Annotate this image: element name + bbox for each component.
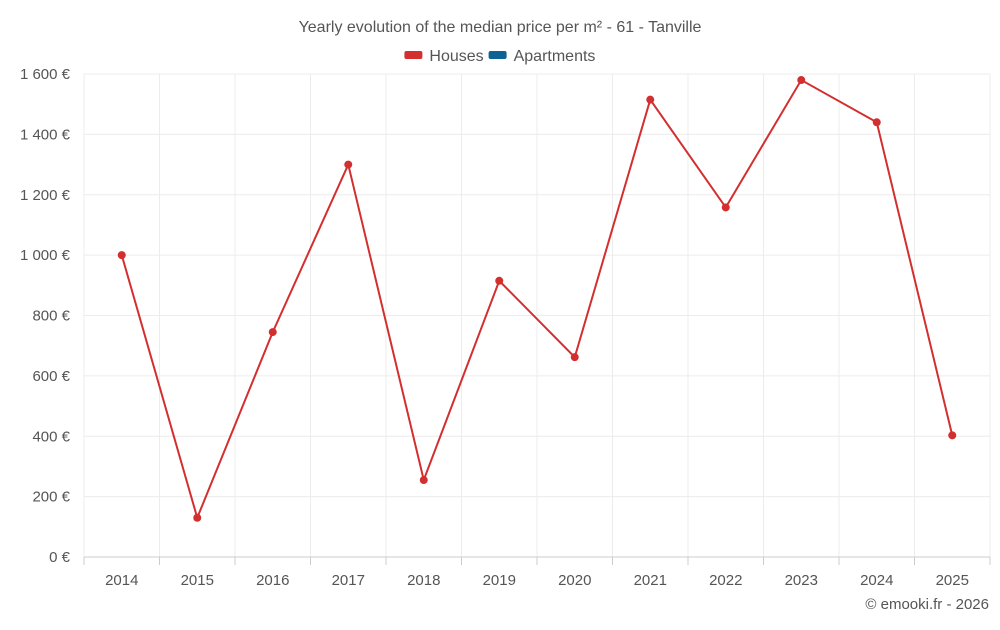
series-layer	[117, 76, 957, 522]
x-tick-label: 2025	[936, 572, 969, 589]
legend-swatch-apartments	[488, 51, 507, 59]
x-tick-label: 2016	[256, 572, 289, 589]
chart-title: Yearly evolution of the median price per…	[299, 19, 702, 36]
x-tick-label: 2015	[181, 572, 214, 589]
data-point-houses-2016[interactable]	[268, 328, 277, 337]
data-point-houses-2018[interactable]	[419, 476, 428, 485]
data-point-houses-2021[interactable]	[646, 95, 655, 104]
legend-swatch-houses	[404, 51, 423, 59]
credit-text: © emooki.fr - 2026	[865, 596, 989, 613]
data-point-houses-2015[interactable]	[193, 513, 202, 522]
data-point-houses-2023[interactable]	[797, 76, 806, 85]
legend[interactable]: Houses Apartments	[404, 48, 595, 65]
y-tick-label: 400 €	[32, 428, 70, 445]
legend-label-houses: Houses	[429, 48, 483, 65]
series-line-houses	[120, 78, 954, 521]
data-point-houses-2020[interactable]	[570, 353, 579, 362]
legend-label-apartments: Apartments	[514, 48, 596, 65]
data-point-houses-2025[interactable]	[948, 431, 957, 440]
x-tick-label: 2018	[407, 572, 440, 589]
y-tick-label: 1 400 €	[20, 126, 71, 143]
legend-item-houses[interactable]: Houses	[404, 48, 484, 65]
y-tick-label: 800 €	[32, 308, 70, 325]
y-tick-label: 1 200 €	[20, 187, 71, 204]
x-tick-label: 2014	[105, 572, 138, 589]
data-point-houses-2014[interactable]	[117, 251, 126, 260]
grid	[83, 73, 991, 557]
x-tick-label: 2021	[634, 572, 667, 589]
y-tick-label: 0 €	[49, 549, 71, 566]
x-tick-label: 2022	[709, 572, 742, 589]
x-tick-label: 2019	[483, 572, 516, 589]
data-point-houses-2019[interactable]	[495, 276, 504, 285]
y-tick-label: 600 €	[32, 368, 70, 385]
legend-item-apartments[interactable]: Apartments	[488, 48, 596, 65]
data-point-houses-2017[interactable]	[344, 160, 353, 169]
x-tick-label: 2023	[785, 572, 818, 589]
y-tick-label: 200 €	[32, 489, 70, 506]
data-point-houses-2024[interactable]	[872, 118, 881, 127]
y-tick-label: 1 600 €	[20, 66, 71, 83]
data-point-houses-2022[interactable]	[721, 203, 730, 212]
x-tick-label: 2024	[860, 572, 893, 589]
axes: 0 € 200 € 400 € 600 € 800 € 1 000 € 1 200 € 1 4…	[20, 66, 991, 589]
x-tick-label: 2020	[558, 572, 591, 589]
y-tick-label: 1 000 €	[20, 247, 71, 264]
x-tick-label: 2017	[332, 572, 365, 589]
